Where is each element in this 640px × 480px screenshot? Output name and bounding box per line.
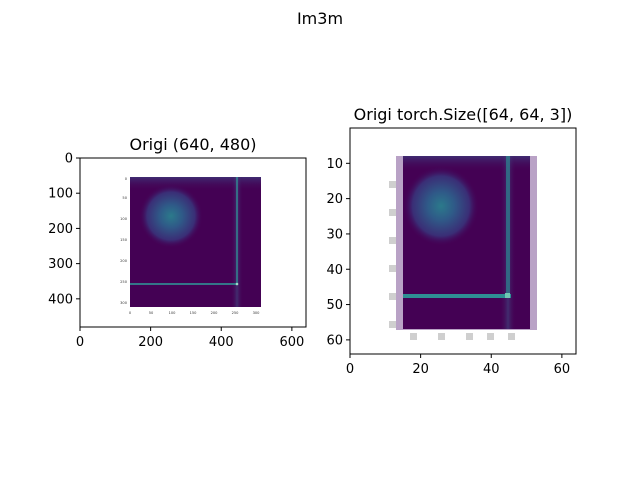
right-y-tick-label: 20 <box>326 192 343 207</box>
right-y-tick-label: 60 <box>326 333 343 348</box>
svg-text:300: 300 <box>253 311 261 315</box>
right-subplot-title: Origi torch.Size([64, 64, 3]) <box>354 105 573 124</box>
svg-text:0: 0 <box>125 177 128 181</box>
svg-text:150: 150 <box>120 238 128 242</box>
left-x-tick-label: 200 <box>138 335 163 350</box>
left-y-tick-label: 200 <box>48 222 73 237</box>
left-x-ticks: 0 200 400 600 <box>76 327 304 350</box>
right-x-tick-label: 60 <box>554 362 571 377</box>
svg-text:150: 150 <box>190 311 198 315</box>
svg-text:250: 250 <box>120 280 128 284</box>
left-y-ticks: 0 100 200 300 400 <box>48 152 80 307</box>
left-y-tick-label: 100 <box>48 187 73 202</box>
left-subplot-title: Origi (640, 480) <box>129 135 256 154</box>
right-x-tick-label: 40 <box>483 362 500 377</box>
right-y-tick-label: 50 <box>326 298 343 313</box>
svg-text:50: 50 <box>149 311 154 315</box>
left-x-tick-label: 0 <box>76 335 84 350</box>
right-y-ticks: 10 20 30 40 50 60 <box>326 157 350 348</box>
left-y-tick-label: 300 <box>48 257 73 272</box>
svg-text:300: 300 <box>120 301 128 305</box>
left-embedded-image: 0 50 100 150 200 250 300 0 50 100 150 20… <box>120 177 261 315</box>
right-pixelated-image <box>389 156 537 340</box>
right-x-ticks: 0 20 40 60 <box>346 354 570 377</box>
left-subplot: Origi (640, 480) 0 50 100 150 200 250 30… <box>48 135 307 350</box>
svg-text:100: 100 <box>120 217 128 221</box>
svg-text:0: 0 <box>129 311 132 315</box>
svg-text:100: 100 <box>169 311 177 315</box>
left-embedded-tick-labels: 0 50 100 150 200 250 300 0 50 100 150 20… <box>120 177 260 315</box>
left-y-tick-label: 400 <box>48 292 73 307</box>
svg-text:50: 50 <box>122 196 127 200</box>
left-x-tick-label: 400 <box>209 335 234 350</box>
svg-text:200: 200 <box>120 259 128 263</box>
right-x-tick-label: 0 <box>346 362 354 377</box>
right-x-tick-label: 20 <box>412 362 429 377</box>
left-y-tick-label: 0 <box>65 152 73 167</box>
left-x-tick-label: 600 <box>279 335 304 350</box>
svg-text:250: 250 <box>232 311 240 315</box>
figure-suptitle: Im3m <box>297 9 343 28</box>
right-y-tick-label: 30 <box>326 227 343 242</box>
svg-text:200: 200 <box>211 311 219 315</box>
right-y-tick-label: 40 <box>326 263 343 278</box>
right-subplot: Origi torch.Size([64, 64, 3]) <box>326 105 577 377</box>
right-y-tick-label: 10 <box>326 157 343 172</box>
